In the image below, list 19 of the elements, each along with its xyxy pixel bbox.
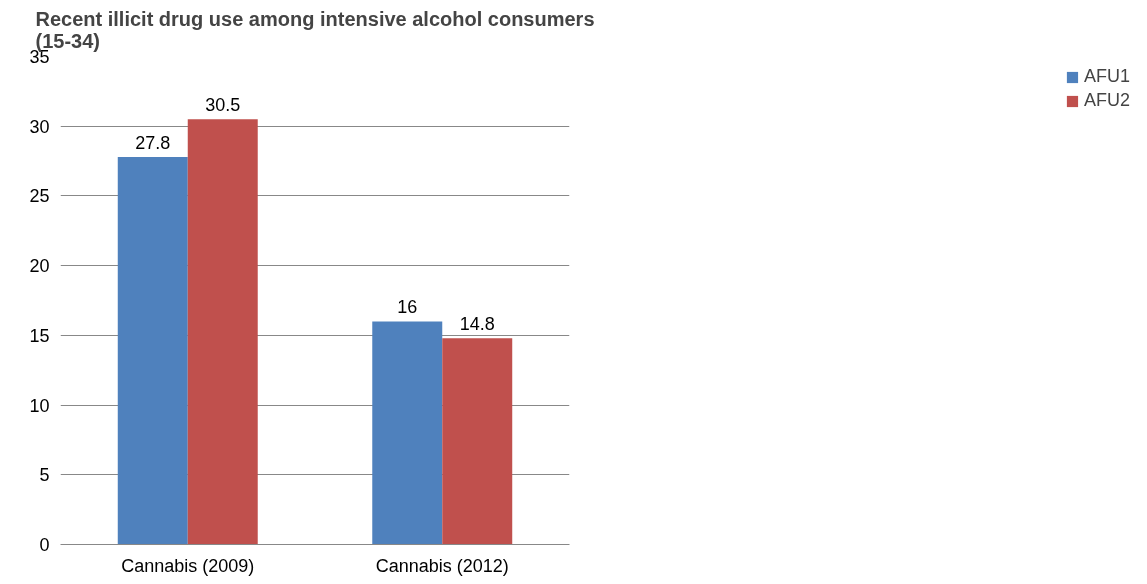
- data-label: 16: [397, 297, 418, 318]
- y-tick-label: 25: [29, 186, 50, 207]
- y-tick-label: 0: [39, 535, 50, 555]
- legend-label: AFU1: [1083, 66, 1130, 87]
- y-tick-label: 15: [29, 325, 50, 346]
- x-tick-label: Cannabis (2012): [375, 555, 509, 576]
- y-tick-label: 30: [29, 116, 50, 137]
- bar: [442, 338, 513, 545]
- data-label: 27.8: [135, 132, 171, 153]
- bar: [187, 119, 258, 545]
- bar: [117, 156, 188, 545]
- legend-label: AFU2: [1083, 90, 1130, 111]
- data-label: 14.8: [459, 314, 495, 335]
- y-tick-label: 20: [29, 256, 50, 277]
- data-label: 30.5: [205, 95, 241, 116]
- x-tick-label: Cannabis (2009): [121, 555, 255, 576]
- y-tick-label: 5: [39, 465, 50, 486]
- y-tick-label: 10: [29, 395, 50, 416]
- bar: [372, 321, 443, 545]
